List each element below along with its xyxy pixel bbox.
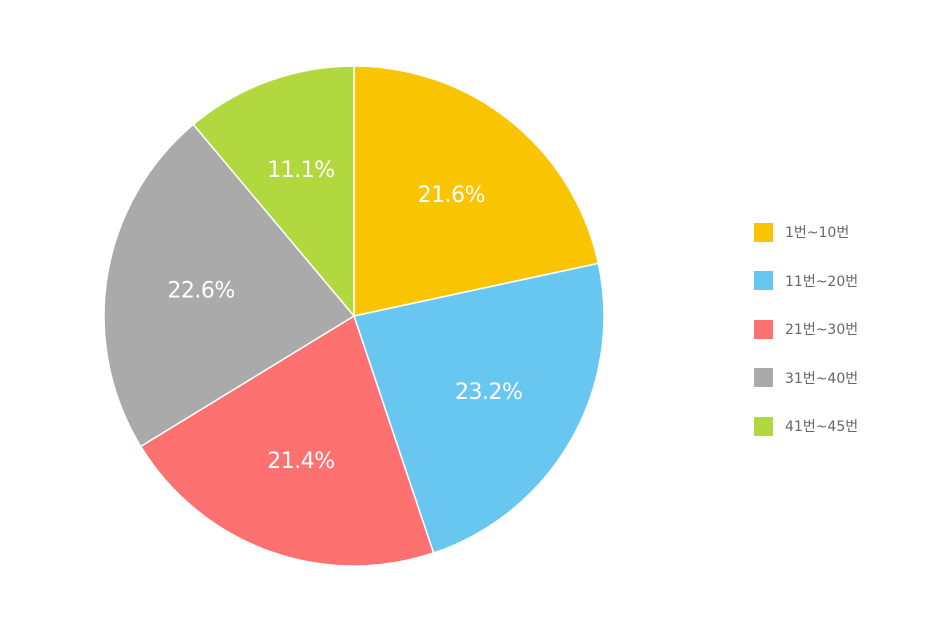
pie-slice-labels: 21.6% 23.2% 21.4% 22.6% 11.1%	[167, 158, 523, 474]
legend-item-31-40[interactable]: 31번~40번	[754, 368, 924, 388]
legend-swatch	[754, 368, 773, 387]
legend-swatch	[754, 319, 773, 339]
pie-slice-label: 21.6%	[418, 183, 485, 208]
pie-slices	[103, 65, 605, 567]
legend-item-11-20[interactable]: 11번~20번	[754, 271, 924, 291]
pie-slice[interactable]	[103, 123, 356, 448]
pie-slice-label: 11.1%	[267, 158, 334, 183]
legend-item-21-30[interactable]: 21번~30번	[754, 319, 924, 339]
pie-slice-label: 22.6%	[167, 279, 234, 304]
legend-swatch	[754, 222, 773, 242]
chart-legend: 1번~10번 11번~20번 21번~30번 31번~40번 41번~45번	[754, 222, 924, 465]
pie-slice-label: 23.2%	[455, 380, 522, 405]
legend-label: 31번~40번	[785, 370, 859, 387]
legend-label: 41번~45번	[785, 419, 859, 435]
legend-swatch	[754, 416, 773, 436]
pie-slice-label: 21.4%	[267, 449, 334, 474]
legend-swatch	[754, 271, 773, 290]
pie-slice[interactable]	[192, 65, 355, 319]
pie-slice[interactable]	[353, 262, 605, 554]
pie-slice[interactable]	[353, 65, 600, 317]
legend-item-1-10[interactable]: 1번~10번	[754, 222, 924, 242]
pie-slice[interactable]	[139, 314, 435, 567]
legend-label: 1번~10번	[785, 225, 850, 241]
legend-label: 21번~30번	[785, 322, 859, 338]
legend-label: 11번~20번	[785, 273, 859, 290]
legend-item-41-45[interactable]: 41번~45번	[754, 416, 924, 436]
